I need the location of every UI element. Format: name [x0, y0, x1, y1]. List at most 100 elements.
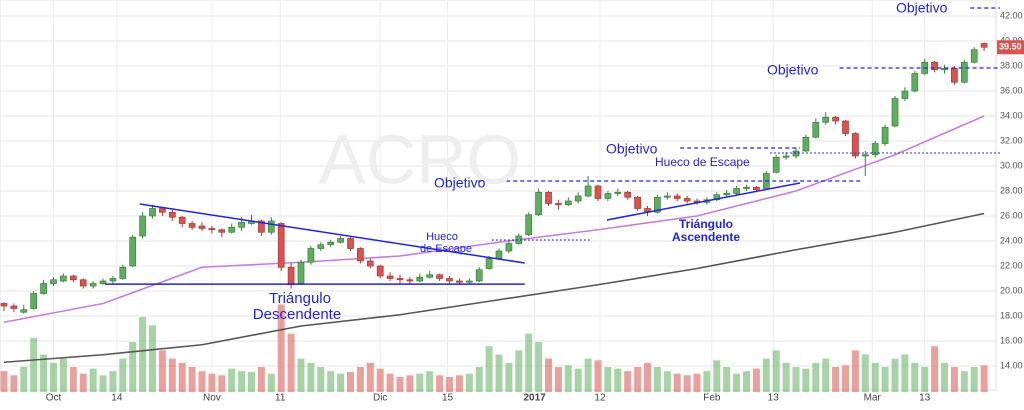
candle-body [970, 49, 978, 63]
volume-bar [297, 358, 305, 392]
candle-body [683, 198, 691, 202]
candle-body [386, 275, 394, 279]
candle-body [168, 211, 176, 218]
candle-body [406, 279, 414, 282]
candle-body [485, 258, 493, 269]
volume-bar [30, 337, 38, 392]
volume-bar [436, 375, 444, 392]
candle-body [505, 243, 513, 252]
candle-body [228, 226, 236, 233]
volume-bar [446, 377, 453, 392]
volume-bar [248, 372, 255, 392]
volume-bar [733, 373, 741, 392]
candle-body [812, 121, 820, 138]
annotation: Hueco [426, 231, 458, 243]
volume-bar [574, 368, 582, 392]
candle-body [960, 61, 968, 83]
volume-bar [158, 350, 166, 392]
volume-bar [208, 373, 216, 392]
volume-bar [337, 373, 345, 392]
volume-bar [802, 368, 810, 392]
candle-body [495, 250, 503, 259]
volume-bar [891, 358, 899, 392]
candle-body [842, 120, 849, 134]
candle-body [119, 266, 127, 279]
volume-bar [970, 367, 978, 392]
candle-body [20, 309, 28, 313]
volume-bar [228, 368, 236, 392]
volume-bar [871, 362, 879, 392]
x-tick-label: 14 [111, 393, 123, 404]
volume-bar [743, 371, 750, 392]
candle-body [178, 216, 186, 224]
candle-body [624, 191, 632, 198]
annotation: Objetivo [767, 62, 819, 78]
candle-body [60, 275, 67, 282]
volume-bar [723, 367, 731, 392]
candle-body [535, 191, 542, 216]
volume-bar [842, 365, 849, 392]
volume-bar [941, 362, 948, 392]
volume-bar [545, 358, 552, 392]
volume-bar [634, 367, 642, 392]
volume-bar [366, 362, 374, 392]
volume-bar [376, 368, 384, 392]
volume-bar [683, 375, 691, 392]
candle-body [426, 274, 434, 278]
volume-bar [79, 373, 87, 392]
candle-body [109, 278, 117, 282]
candle-body [604, 193, 612, 199]
volume-bar [535, 342, 543, 392]
candle-body [594, 185, 602, 199]
volume-bar [218, 375, 226, 392]
volume-bar [50, 362, 57, 392]
candle-body [673, 195, 681, 199]
candle-body [337, 238, 344, 243]
y-tick-label: 30.00 [1000, 160, 1023, 170]
candle-body [772, 156, 780, 173]
x-tick-label: 11 [275, 393, 286, 404]
x-tick-label: 15 [442, 393, 454, 404]
candle-body [10, 305, 18, 309]
volume-bar [832, 367, 840, 392]
volume-bar [713, 360, 721, 392]
volume-bar [911, 362, 919, 392]
volume-bar [109, 371, 117, 392]
candle-body [941, 68, 948, 71]
candle-body [218, 229, 226, 233]
candle-body [317, 244, 325, 249]
candle-body [287, 266, 295, 286]
volume-bar [554, 367, 562, 392]
y-tick-label: 24.00 [1000, 235, 1023, 245]
y-tick-label: 42.00 [1000, 10, 1023, 20]
candle-body [69, 275, 77, 281]
volume-bar [277, 304, 285, 392]
candle-body [366, 260, 374, 267]
candle-body [782, 155, 790, 158]
volume-bar [762, 358, 770, 392]
candle-body [129, 236, 137, 267]
candle-body [802, 136, 810, 152]
volume-bar [594, 360, 602, 392]
volume-bar [119, 358, 127, 392]
volume-bar [40, 354, 48, 392]
volume-bar [475, 367, 483, 392]
candle-body [188, 223, 196, 228]
volume-bar [59, 358, 67, 392]
candle-body [545, 191, 552, 204]
candle-body [564, 200, 572, 206]
plot-area [0, 0, 997, 391]
candle-body [852, 133, 859, 157]
candle-body [861, 154, 869, 157]
y-tick-label: 34.00 [1000, 110, 1023, 120]
annotation: Objetivo [606, 141, 658, 157]
volume-bar [624, 371, 632, 392]
x-tick-label: 2017 [524, 393, 547, 404]
volume-bar [485, 346, 493, 392]
volume-bar [644, 362, 651, 392]
x-tick-label: Nov [203, 393, 221, 404]
candle-body [297, 261, 305, 284]
volume-bar [525, 333, 533, 392]
candle-body [238, 221, 245, 228]
volume-bar [406, 375, 414, 392]
